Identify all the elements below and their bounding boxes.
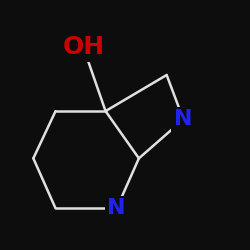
Text: N: N xyxy=(174,110,193,130)
Text: OH: OH xyxy=(62,35,104,59)
Text: N: N xyxy=(108,198,126,218)
